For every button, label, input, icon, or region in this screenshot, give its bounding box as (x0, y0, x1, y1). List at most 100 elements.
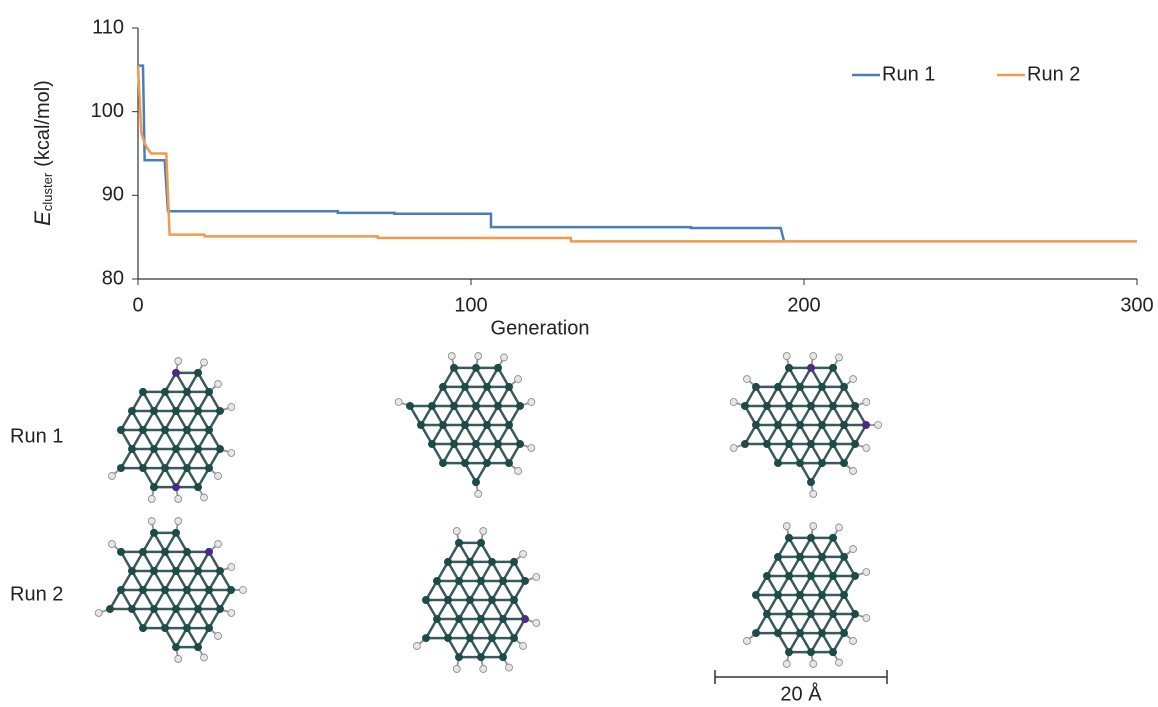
atom (172, 529, 180, 537)
atom (477, 539, 485, 547)
atom (205, 586, 213, 594)
atom (172, 445, 180, 453)
atom (205, 548, 213, 556)
hydrogen-atom (228, 609, 235, 616)
atom (455, 653, 463, 661)
atom (774, 591, 782, 599)
atom (774, 421, 782, 429)
atom (128, 445, 136, 453)
series-line (138, 66, 784, 242)
atom (428, 440, 436, 448)
hydrogen-atom (108, 541, 115, 548)
atom (862, 421, 870, 429)
atom (128, 605, 136, 613)
atom (183, 388, 191, 396)
atom (172, 643, 180, 651)
atom (139, 624, 147, 632)
atom (150, 483, 158, 491)
hydrogen-atom (228, 564, 235, 571)
atom (774, 383, 782, 391)
atom (494, 364, 502, 372)
atom (194, 567, 202, 575)
legend-label: Run 2 (1027, 63, 1080, 85)
atom (774, 629, 782, 637)
atom (807, 440, 815, 448)
x-tick-label: 0 (132, 294, 143, 316)
atom (741, 402, 749, 410)
atom (433, 577, 441, 585)
atom (851, 610, 859, 618)
atom (785, 572, 793, 580)
atom (183, 586, 191, 594)
hydrogen-atom (175, 495, 182, 502)
hydrogen-atom (533, 574, 540, 581)
atom (818, 459, 826, 467)
y-label-symbol: E (30, 211, 55, 226)
atom (472, 440, 480, 448)
atom (477, 653, 485, 661)
atom (183, 624, 191, 632)
hydrogen-atom (475, 353, 482, 360)
y-tick-label: 110 (92, 16, 124, 38)
atom (139, 586, 147, 594)
y-axis-label: Ecluster(kcal/mol) (30, 80, 56, 226)
atom (488, 596, 496, 604)
atom (466, 634, 474, 642)
hydrogen-atom (783, 353, 790, 360)
hydrogen-atom (520, 551, 527, 558)
atom (172, 407, 180, 415)
atom (194, 483, 202, 491)
atom (117, 586, 125, 594)
hydrogen-atom (215, 472, 222, 479)
atom (807, 572, 815, 580)
atom (741, 440, 749, 448)
hydrogen-atom (175, 518, 182, 525)
scale-bar (715, 670, 887, 684)
atom (752, 629, 760, 637)
atom (161, 388, 169, 396)
hydrogen-atom (836, 524, 843, 531)
atom (466, 558, 474, 566)
hydrogen-atom (850, 376, 857, 383)
atom (785, 440, 793, 448)
hydrogen-atom (501, 354, 508, 361)
hydrogen-atom (448, 353, 455, 360)
atom (499, 653, 507, 661)
atom (510, 558, 518, 566)
atom (150, 567, 158, 575)
atom (516, 402, 524, 410)
atom (422, 634, 430, 642)
atom (183, 548, 191, 556)
atom (139, 464, 147, 472)
atom (139, 548, 147, 556)
hydrogen-atom (228, 449, 235, 456)
atom (455, 615, 463, 623)
atom (840, 629, 848, 637)
atom (455, 577, 463, 585)
atom (752, 383, 760, 391)
atom (840, 421, 848, 429)
atom (183, 464, 191, 472)
atom (472, 364, 480, 372)
hydrogen-atom (863, 399, 870, 406)
atom (150, 529, 158, 537)
atom (194, 407, 202, 415)
atom (763, 610, 771, 618)
atom (439, 421, 447, 429)
hydrogen-atom (475, 490, 482, 497)
atom (466, 596, 474, 604)
atom (785, 648, 793, 656)
atom (128, 567, 136, 575)
atom (444, 558, 452, 566)
atom (851, 572, 859, 580)
atom (406, 402, 414, 410)
atom (439, 459, 447, 467)
hydrogen-atom (730, 399, 737, 406)
atom (205, 624, 213, 632)
atom (461, 459, 469, 467)
atom (205, 464, 213, 472)
atom (461, 421, 469, 429)
hydrogen-atom (836, 354, 843, 361)
hydrogen-atom (810, 523, 817, 530)
atom (516, 440, 524, 448)
